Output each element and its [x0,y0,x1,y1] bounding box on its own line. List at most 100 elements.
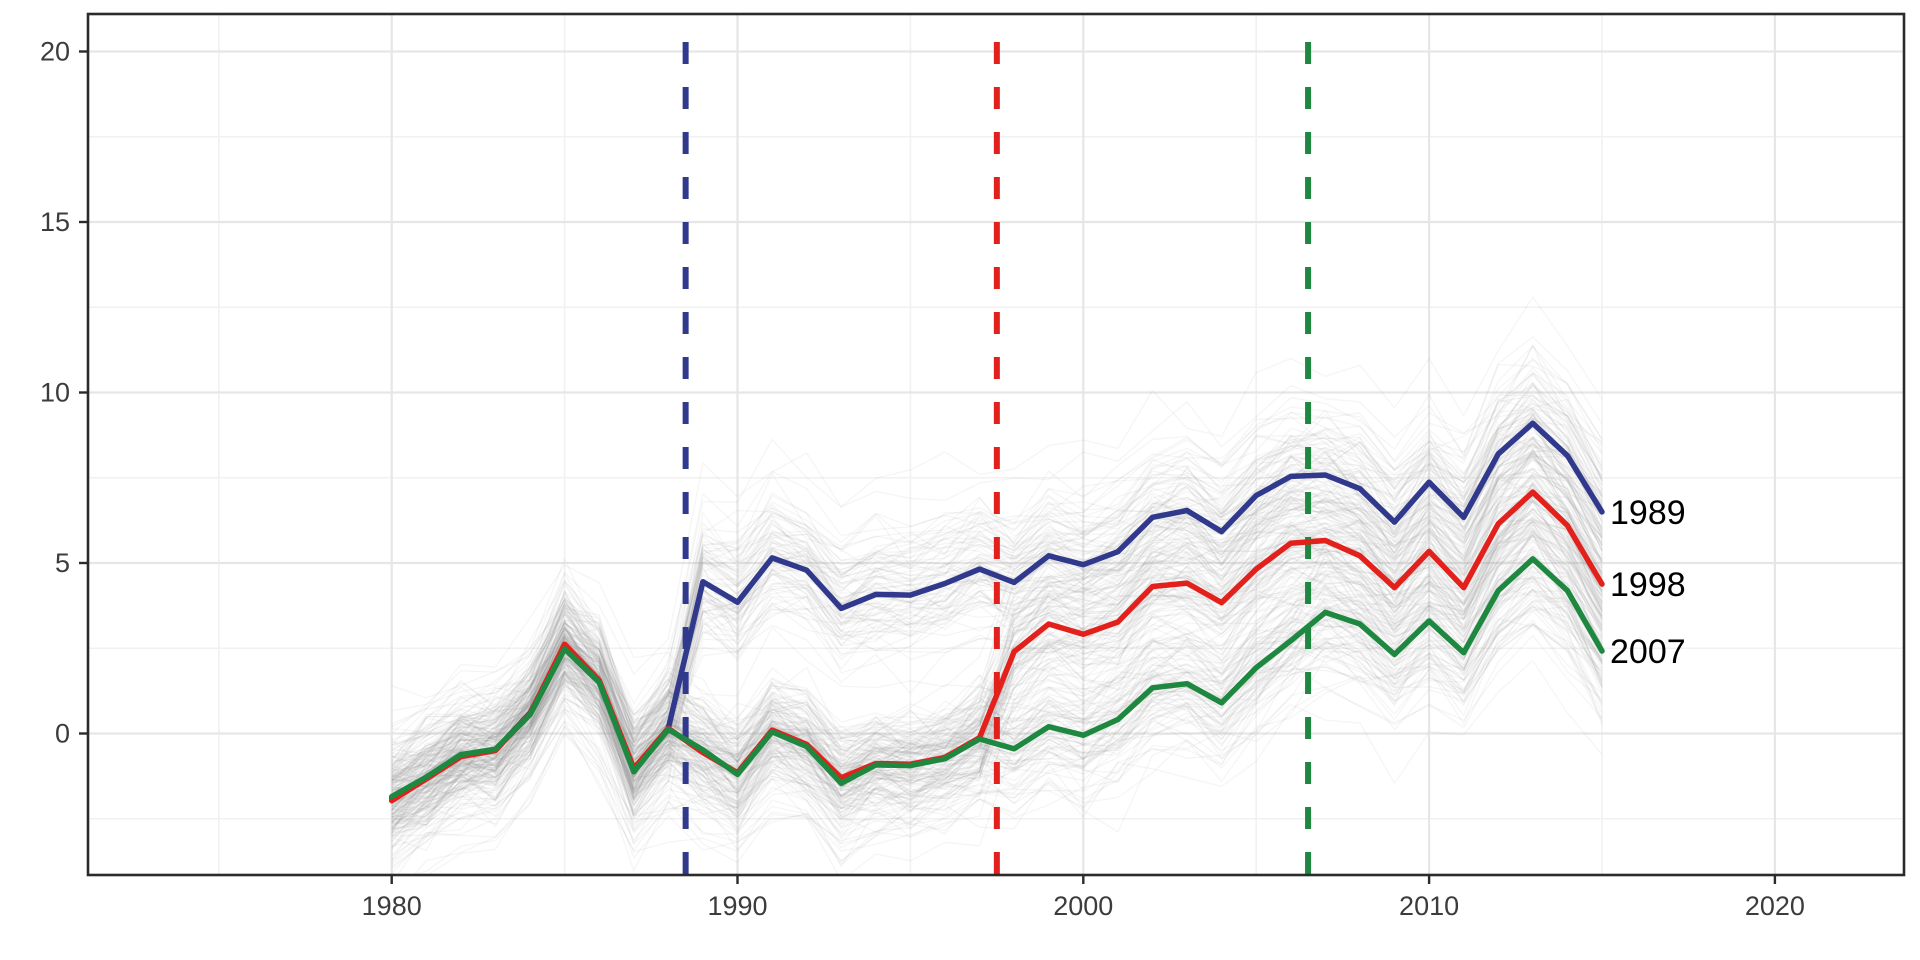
unit-trajectory-line [391,345,1603,787]
unit-trajectory-line [391,406,1603,771]
unit-trajectory-line [391,517,1603,832]
end-label-2007: 2007 [1610,633,1686,671]
unit-trajectory-line [391,359,1603,767]
unit-trajectory-line [428,575,1603,874]
unit-trajectory-line [391,475,1603,830]
end-label-1989: 1989 [1610,494,1686,532]
unit-trajectory-line [391,468,1603,774]
unit-trajectory-line [391,408,1603,728]
unit-trajectory-line [391,382,1603,782]
unit-trajectory-line [391,527,1603,817]
unit-trajectory-line [391,527,1603,829]
unit-trajectory-line [391,590,1603,820]
unit-trajectory-line [391,441,1603,777]
unit-trajectory-line [391,521,1603,874]
series-lines [388,420,1605,804]
unit-trajectory-line [391,534,1603,760]
unit-trajectory-line [391,408,1603,816]
unit-trajectory-line [391,603,1603,824]
unit-trajectory-line [391,600,1603,862]
unit-trajectory-line [391,556,1603,809]
unit-trajectory-line [391,444,1603,766]
unit-trajectory-line [391,572,1603,769]
unit-trajectory-line [412,660,1603,874]
unit-trajectory-line [391,508,1603,808]
axis-tick-marks [79,50,1777,884]
unit-trajectory-line [391,448,1603,822]
unit-trajectory-line [391,508,1603,816]
unit-trajectory-line [391,623,1603,865]
unit-trajectory-line [391,452,1603,837]
unit-trajectory-line [391,524,1603,782]
x-tick-label-1980: 1980 [362,891,422,921]
unit-trajectory-line [391,447,1603,738]
y-axis-tick-labels: 0 5 10 15 20 [40,37,70,749]
unit-trajectory-line [391,440,1603,802]
unit-trajectory-line [391,403,1603,778]
unit-trajectory-line [391,443,1603,831]
unit-trajectory-line [391,452,1603,849]
panel-border [86,12,1906,877]
unit-trajectory-line [391,474,1603,772]
unit-trajectory-line [391,487,1603,828]
unit-trajectory-line [391,366,1603,759]
unit-trajectory-line [391,545,1603,817]
unit-trajectory-line [391,398,1603,758]
unit-trajectory-line [391,425,1603,797]
unit-trajectory-line [391,501,1603,798]
unit-trajectory-line [391,514,1603,812]
end-label-1998: 1998 [1610,566,1686,604]
unit-trajectory-line [391,604,1603,848]
unit-trajectory-line [391,540,1603,770]
y-tick-label-10: 10 [40,378,70,408]
unit-trajectory-line [391,421,1603,792]
series-line-2007 [388,556,1605,800]
unit-trajectory-line [391,478,1603,804]
unit-trajectory-line [391,589,1603,837]
unit-trajectory-line [391,468,1603,830]
series-end-labels: 1989 1998 2007 [1610,494,1686,671]
unit-trajectory-line [391,510,1603,804]
unit-trajectory-line [391,456,1603,784]
unit-trajectory-line [391,453,1603,811]
unit-trajectory-line [391,450,1603,834]
treatment-dashed-lines [682,30,1312,874]
unit-trajectory-line [391,559,1603,778]
unit-trajectory-line [391,619,1603,857]
x-tick-label-1990: 1990 [707,891,767,921]
unit-trajectory-line [391,498,1603,805]
unit-trajectory-line [391,417,1603,801]
y-tick-label-5: 5 [55,548,70,578]
unit-trajectory-line [391,408,1603,794]
unit-trajectory-line [391,576,1603,795]
unit-trajectory-line [391,372,1603,770]
unit-trajectory-line [391,578,1603,830]
unit-trajectory-line [391,570,1603,805]
unit-trajectory-line [391,414,1603,811]
unit-trajectory-line [391,553,1603,779]
unit-trajectory-line [391,596,1603,810]
unit-trajectory-line [391,521,1603,828]
unit-trajectory-line [391,547,1603,798]
unit-trajectory-line [391,398,1603,759]
unit-trajectory-line [391,550,1603,843]
unit-trajectory-line [391,624,1603,835]
y-tick-label-20: 20 [40,37,70,67]
unit-trajectory-line [391,363,1603,762]
unit-trajectory-line [391,398,1603,768]
unit-trajectory-line [391,357,1603,776]
y-tick-label-0: 0 [55,719,70,749]
unit-trajectory-line [391,535,1603,810]
unit-trajectory-line [391,575,1603,818]
unit-trajectory-line [391,450,1603,819]
unit-trajectory-line [391,471,1603,827]
unit-trajectory-line [391,296,1603,699]
x-axis-tick-labels: 1980 1990 2000 2010 2020 [362,891,1805,921]
x-tick-label-2000: 2000 [1053,891,1113,921]
unit-trajectory-line [391,478,1603,813]
unit-trajectory-line [391,558,1603,784]
unit-trajectory-line [391,384,1603,771]
unit-trajectory-line [391,455,1603,816]
